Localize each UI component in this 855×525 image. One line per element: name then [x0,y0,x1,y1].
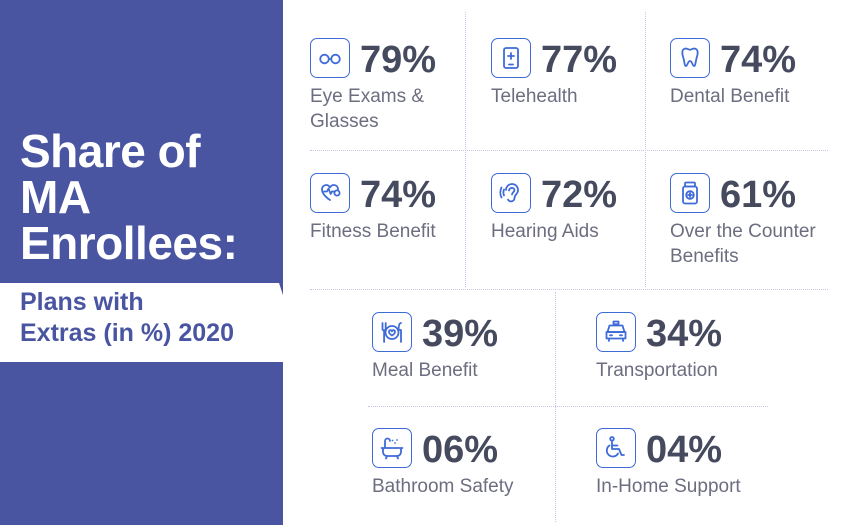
grid-divider [465,12,466,287]
taxi-icon [596,312,636,352]
stat-value: 34% [646,313,723,355]
stat-value: 04% [646,429,723,471]
title-line-1: Share of [20,125,201,177]
subtitle-line-2: Extras (in %) 2020 [20,319,234,347]
wheelchair-icon [596,428,636,468]
stat-label: Telehealth [491,84,661,109]
medicine-bottle-icon [670,173,710,213]
stat-value: 79% [360,39,437,81]
grid-divider [310,289,828,290]
stat-label: Bathroom Safety [372,474,542,499]
subtitle-banner [0,283,305,362]
title-line-3: Enrollees: [20,217,238,269]
stat-label: Fitness Benefit [310,219,480,244]
stat-label-line: Eye Exams & [310,86,425,107]
stat-value: 77% [541,39,618,81]
stat-value: 74% [360,174,437,216]
ear-icon [491,173,531,213]
stat-label: Dental Benefit [670,84,840,109]
stat-value: 39% [422,313,499,355]
stat-value: 72% [541,174,618,216]
grid-divider [645,12,646,287]
grid-divider [555,292,556,522]
stat-label-line: Bathroom Safety [372,476,514,497]
stat-label-line: Fitness Benefit [310,221,436,242]
stat-label-line: Glasses [310,111,379,132]
stat-label: Over the Counter Benefits [670,219,840,269]
grid-divider [368,406,768,407]
fitness-heart-icon [310,173,350,213]
stat-label: Transportation [596,358,766,383]
bathtub-icon [372,428,412,468]
meal-plate-icon [372,312,412,352]
stat-value: 74% [720,39,797,81]
grid-divider [310,150,828,151]
stat-label-line: Over the Counter [670,221,816,242]
glasses-icon [310,38,350,78]
stat-value: 06% [422,429,499,471]
stat-label-line: Meal Benefit [372,360,478,381]
stat-label-line: Dental Benefit [670,86,790,107]
tooth-icon [670,38,710,78]
stat-label-line: Benefits [670,246,739,267]
stat-label: Meal Benefit [372,358,542,383]
stat-label-line: Hearing Aids [491,221,599,242]
stat-label: Eye Exams & Glasses [310,84,480,134]
title-panel [0,0,283,525]
stat-label-line: Transportation [596,360,718,381]
stat-label-line: Telehealth [491,86,578,107]
stat-value: 61% [720,174,797,216]
telehealth-phone-icon [491,38,531,78]
infographic-subtitle: Plans with Extras (in %) 2020 [20,287,290,349]
stat-label: Hearing Aids [491,219,661,244]
stat-label-line: In-Home Support [596,476,741,497]
infographic-title: Share of MA Enrollees: [20,128,280,266]
stat-label: In-Home Support [596,474,766,499]
subtitle-line-1: Plans with [20,288,144,316]
title-line-2: MA [20,171,91,223]
